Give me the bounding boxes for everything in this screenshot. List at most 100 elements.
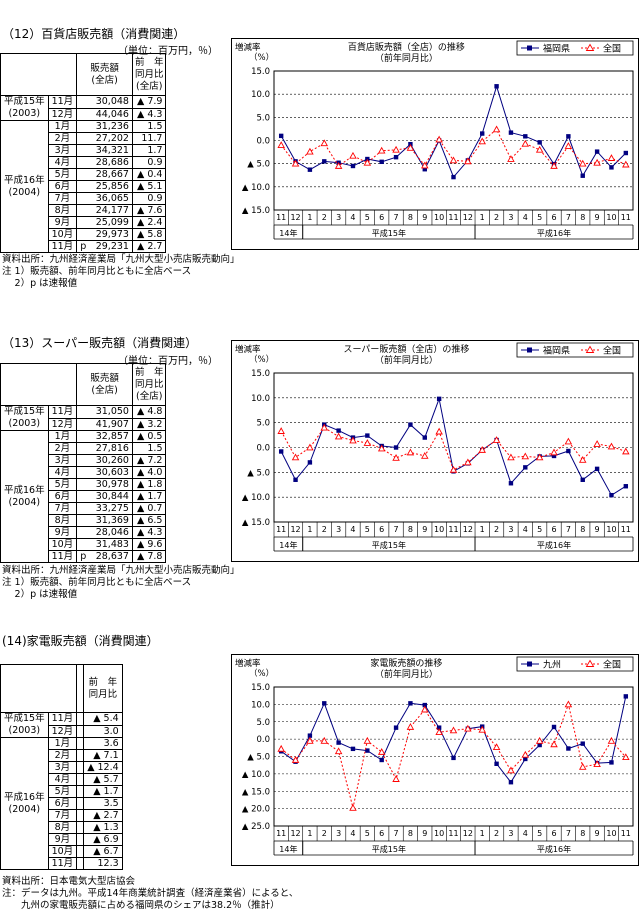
note-line: 資料出所：九州経済産業局「九州大型小売店販売動向」 — [2, 254, 240, 265]
data-point — [377, 444, 386, 452]
data-point — [306, 736, 314, 744]
month-cell: 6月 — [47, 490, 78, 503]
y-tick-label: 5.0 — [256, 419, 270, 429]
notes-12: 資料出所：九州経済産業局「九州大型小売店販売動向」注 1）販売額、前年同月比とも… — [2, 254, 240, 290]
yoy-cell: 0.9 — [131, 156, 167, 169]
data-table: 販売額 (全店) 前 年同月比 (全店) 平成15年 (2003) 11月 30,048 ▲ 7… — [0, 53, 167, 253]
legend-marker — [527, 45, 532, 51]
x-tick-label: 5 — [365, 829, 370, 838]
yoy-cell: ▲ 6.9 — [83, 833, 123, 846]
data-point — [566, 448, 571, 454]
legend-label: 福岡県 — [543, 43, 570, 55]
table-row: 平成15年 (2003) 11月 31,050 ▲ 4.8 — [0, 405, 167, 431]
data-point — [422, 435, 427, 440]
yoy-cell: ▲ 3.2 — [131, 417, 167, 431]
amount-cell: 28,667 — [76, 168, 133, 181]
data-point — [607, 154, 616, 161]
chart-12: 15.0 10.0 5.0 0.0 ▲ 5.0 ▲ 10.0 ▲ 15.0 増減率（%） 百貨店… — [231, 38, 639, 250]
data-point — [623, 694, 629, 699]
month-cell: 2月 — [47, 442, 78, 455]
yoy-cell: ▲ 4.8 — [131, 405, 167, 419]
legend-label: 全国 — [603, 659, 621, 671]
amount-cell: 30,978 — [76, 478, 133, 491]
x-tick-label: 6 — [379, 213, 384, 222]
yoy-cell: ▲ 1.8 — [131, 478, 167, 491]
x-tick-label: 5 — [537, 213, 542, 222]
plot-area — [273, 70, 634, 211]
data-point — [293, 477, 298, 482]
amount-cell — [76, 785, 85, 798]
data-point — [392, 454, 400, 461]
data-point — [566, 746, 571, 751]
data-point — [406, 723, 415, 730]
x-tick-label: 11 — [276, 213, 286, 222]
data-point — [379, 159, 384, 165]
x-year-label: 平成15年 — [372, 540, 406, 550]
amount-cell: 44,046 — [76, 107, 133, 121]
x-tick-label: 10 — [606, 829, 616, 838]
note-line: 資料出所：九州経済産業局「九州大型小売店販売動向」 — [2, 565, 240, 576]
amount-cell: 34,321 — [76, 144, 133, 157]
x-tick-label: 12 — [463, 213, 473, 222]
amount-cell: 33,275 — [76, 502, 133, 515]
chart-14: 15.0 10.0 5.0 0.0 ▲ 5.0 ▲ 10.0 ▲ 15.0 ▲ 20.0 ▲ 2… — [231, 654, 639, 866]
y-tick-label: ▲ 10.0 — [242, 493, 270, 503]
data-point — [406, 448, 415, 456]
yoy-cell: ▲ 7.6 — [131, 204, 167, 217]
legend-label: 全国 — [603, 345, 621, 357]
amount-cell — [76, 809, 85, 822]
header-amount: 販売額 (全店) — [76, 53, 133, 96]
table-row: 12月 44,046 ▲ 4.3 — [1, 107, 167, 121]
data-point — [320, 139, 329, 147]
table-row: 11月 12.3 — [1, 857, 123, 870]
table-row: 10月 ▲ 6.7 — [1, 845, 123, 858]
amount-cell: 25,099 — [76, 216, 133, 229]
header-row: 販売額 (全店) 前 年同月比 (全店) — [0, 363, 167, 406]
y-tick-label: 10.0 — [251, 90, 270, 100]
data-point — [408, 422, 413, 427]
x-tick-label: 5 — [365, 525, 370, 534]
x-tick-label: 3 — [336, 213, 341, 222]
data-point — [492, 743, 501, 750]
legend: 九州 全国 — [516, 656, 634, 672]
x-tick-label: 10 — [434, 829, 444, 838]
chart-title: 百貨店販売額（全店）の推移 — [348, 41, 465, 53]
amount-cell — [76, 761, 85, 774]
legend-label: 九州 — [543, 660, 561, 671]
data-point — [322, 701, 327, 706]
x-tick-label: 3 — [508, 213, 513, 222]
data-point — [393, 445, 399, 450]
plot-area — [273, 372, 634, 523]
x-tick-label: 3 — [508, 525, 513, 534]
amount-cell: 30,844 — [76, 490, 133, 503]
data-point — [422, 702, 427, 708]
data-point — [464, 458, 472, 466]
y-tick-label: ▲ 15.0 — [242, 518, 270, 528]
month-cell: 1月 — [47, 120, 78, 133]
amount-cell: 24,177 — [76, 204, 133, 217]
data-point — [291, 159, 300, 167]
amount-cell: p 28,637 — [76, 550, 133, 563]
amount-cell — [76, 724, 85, 738]
yoy-cell: ▲ 2.4 — [131, 216, 167, 229]
data-point — [550, 162, 558, 169]
data-point — [523, 465, 528, 470]
x-tick-label: 1 — [480, 829, 485, 838]
data-point — [406, 143, 415, 151]
data-point — [535, 145, 544, 153]
month-cell: 9月 — [47, 526, 78, 539]
month-cell: 4月 — [47, 773, 78, 786]
data-point — [392, 775, 400, 782]
x-tick-label: 11 — [448, 525, 458, 534]
x-tick-label: 9 — [595, 213, 600, 222]
y-tick-label: 10.0 — [251, 700, 270, 710]
month-cell: 11月 — [47, 712, 78, 726]
y-tick-label: ▲ 10.0 — [242, 183, 270, 193]
year-cell: 平成15年 (2003) — [0, 95, 49, 121]
x-tick-label: 6 — [551, 213, 556, 222]
yoy-cell: ▲ 4.3 — [131, 107, 167, 121]
x-tick-label: 6 — [551, 829, 556, 838]
x-tick-label: 7 — [566, 213, 571, 222]
x-tick-label: 4 — [350, 525, 355, 534]
x-tick-label: 5 — [537, 829, 542, 838]
